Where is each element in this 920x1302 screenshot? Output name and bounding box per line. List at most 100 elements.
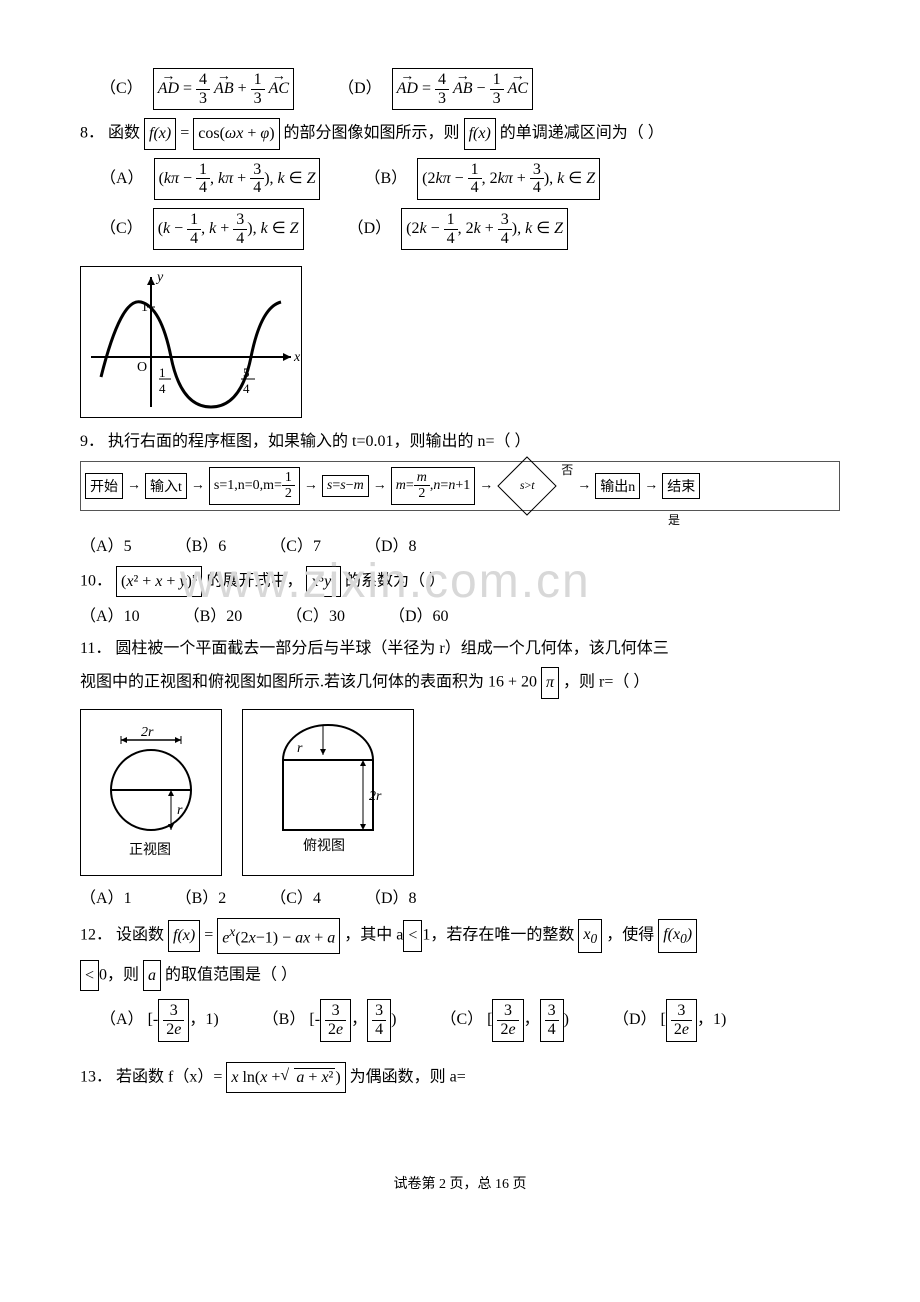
page-footer: 试卷第 2 页，总 16 页: [80, 1173, 840, 1193]
q12-d-label: （D）: [613, 1011, 657, 1028]
q11-a-text: 1: [124, 890, 132, 907]
q12-b-label: （B）: [263, 1011, 306, 1028]
front-label: 正视图: [129, 842, 171, 858]
q11-d-label: （D）: [365, 890, 409, 907]
q12-eq: =: [204, 927, 213, 944]
q9-c-label: （C）: [270, 538, 313, 555]
q12-lt2: <: [80, 960, 99, 992]
q12-x0: x0: [578, 919, 602, 953]
q10-c-text: 30: [329, 608, 345, 625]
q12-a-suffix: ，1): [189, 1011, 218, 1028]
q10-d-label: （D）: [389, 608, 433, 625]
q12-stem-mid1: ，其中 a: [344, 927, 403, 944]
q8-d-interval: (2k − 14, 2k + 34), k ∈ Z: [401, 208, 568, 250]
q13-stem-post: 为偶函数，则 a=: [350, 1068, 466, 1085]
q12-c-suffix: ): [564, 1011, 569, 1028]
q12-stem-mid2: 1，若存在唯一的整数: [422, 927, 574, 944]
q11-stem1-text: 圆柱被一个平面截去一部分后与半球（半径为 r）组成一个几何体，该几何体三: [115, 640, 668, 657]
xtick-1-4: 1: [159, 365, 166, 380]
q8-number: 8．: [80, 125, 104, 142]
flow-yes: 是: [80, 511, 840, 528]
q12-b-suffix: ): [391, 1011, 396, 1028]
q8-eq: =: [180, 125, 189, 142]
q9-d-label: （D）: [365, 538, 409, 555]
q11-c-text: 4: [313, 890, 321, 907]
arrow-icon: →: [577, 478, 591, 494]
page: （C） →AD = 43 →AB + 13 →AC （D） →AD = 43 →…: [0, 0, 920, 1302]
footer-prefix: 试卷第: [394, 1177, 440, 1192]
q8-fx: f(x): [144, 118, 176, 150]
q8-graph: x y O 1 1 4 5 4: [80, 266, 302, 418]
q11-options: （A）1 （B）2 （C）4 （D）8: [80, 886, 840, 912]
q10-a-label: （A）: [80, 608, 124, 625]
q9-number: 9．: [80, 433, 104, 450]
q12-a-label: （A）: [100, 1011, 144, 1028]
q12-line2-mid: 0，则: [99, 966, 139, 983]
q11-c-label: （C）: [270, 890, 313, 907]
q12-func: ex(2x−1) − ax + a: [217, 918, 340, 954]
q12-stem-line2: <0，则 a 的取值范围是（ ）: [80, 960, 840, 992]
x-axis-label: x: [293, 350, 301, 365]
q8-fx2: f(x): [464, 118, 496, 150]
q12-options: （A） [-32e，1) （B） [-32e，34) （C） [32e，34) …: [100, 999, 840, 1041]
svg-text:r: r: [297, 741, 303, 756]
q11-top-view: r 2r 俯视图: [242, 709, 414, 876]
q12-option-b: （B） [-32e，34): [263, 999, 397, 1041]
q8-option-c: （C） (k − 14, k + 34), k ∈ Z: [100, 208, 304, 250]
q12-fx0: f(x0): [658, 919, 697, 953]
q8-d-label: （D）: [348, 220, 392, 237]
flow-output: 输出n: [595, 473, 640, 499]
q11-d-text: 8: [409, 890, 417, 907]
q12-option-a: （A） [-32e，1): [100, 999, 219, 1041]
origin-label: O: [137, 360, 147, 375]
q9-c-text: 7: [313, 538, 321, 555]
q10-b-label: （B）: [184, 608, 227, 625]
q8-stem-mid: 的部分图像如图所示，则: [284, 125, 460, 142]
footer-mid: 页，总: [446, 1177, 495, 1192]
q7-option-c: （C） →AD = 43 →AB + 13 →AC: [100, 68, 294, 110]
footer-total: 16: [495, 1177, 509, 1192]
q12-stem-mid3: ，使得: [606, 927, 654, 944]
q11-stem2: 视图中的正视图和俯视图如图所示.若该几何体的表面积为 16 + 20 π ，则 …: [80, 667, 840, 699]
q12-line2-suffix: 的取值范围是（ ）: [165, 966, 297, 983]
q9-b-text: 6: [218, 538, 226, 555]
q12-stem-pre: 设函数: [116, 927, 164, 944]
q8-stem-prefix: 函数: [108, 125, 140, 142]
q11-stem2-pre: 视图中的正视图和俯视图如图所示.若该几何体的表面积为 16 + 20: [80, 674, 537, 691]
q11-stem2-post: ，则 r=（ ）: [563, 674, 649, 691]
q7-c-label: （C）: [100, 80, 143, 97]
q9-a-text: 5: [124, 538, 132, 555]
y-axis-label: y: [155, 270, 164, 285]
q12-option-d: （D） [32e，1): [613, 999, 726, 1041]
q8-stem: 8． 函数 f(x) = cos(ωx + φ) 的部分图像如图所示，则 f(x…: [80, 118, 840, 150]
footer-page: 2: [439, 1177, 446, 1192]
flow-init: s=1,n=0,m=12: [209, 467, 300, 505]
q9-b-label: （B）: [176, 538, 219, 555]
svg-text:2r: 2r: [369, 789, 382, 804]
q7-d-label: （D）: [338, 80, 382, 97]
q10-mid2: 的系数为（ ）: [345, 572, 445, 589]
arrow-icon: →: [304, 478, 318, 494]
flow-no: 否: [561, 461, 573, 478]
q9-flowchart: 开始 → 输入t → s=1,n=0,m=12 → s = s − m → m …: [80, 461, 840, 511]
flow-cond: s>t: [497, 466, 557, 506]
q11-stem1: 11． 圆柱被一个平面截去一部分后与半球（半径为 r）组成一个几何体，该几何体三: [80, 636, 840, 662]
q10-expr2: x⁵y²: [306, 566, 341, 598]
q12-b-prefix: [-: [309, 1011, 320, 1028]
q10-d-text: 60: [433, 608, 449, 625]
q11-pi: π: [541, 667, 559, 699]
q13-func: x ln(x + a + x²): [226, 1062, 345, 1094]
q12-b-mid: ，: [351, 1011, 367, 1028]
flow-input: 输入t: [145, 473, 187, 499]
arrow-icon: →: [191, 478, 205, 494]
q12-option-c: （C） [32e，34): [440, 999, 568, 1041]
q8-b-interval: (2kπ − 14, 2kπ + 34), k ∈ Z: [417, 158, 600, 200]
q10-b-text: 20: [226, 608, 242, 625]
arrow-icon: →: [644, 478, 658, 494]
q8-option-d: （D） (2k − 14, 2k + 34), k ∈ Z: [348, 208, 568, 250]
q11-a-label: （A）: [80, 890, 124, 907]
xtick-5-4: 5: [243, 365, 250, 380]
q11-b-text: 2: [218, 890, 226, 907]
q8-a-interval: (kπ − 14, kπ + 34), k ∈ Z: [154, 158, 321, 200]
q12-lt1: <: [403, 920, 422, 952]
